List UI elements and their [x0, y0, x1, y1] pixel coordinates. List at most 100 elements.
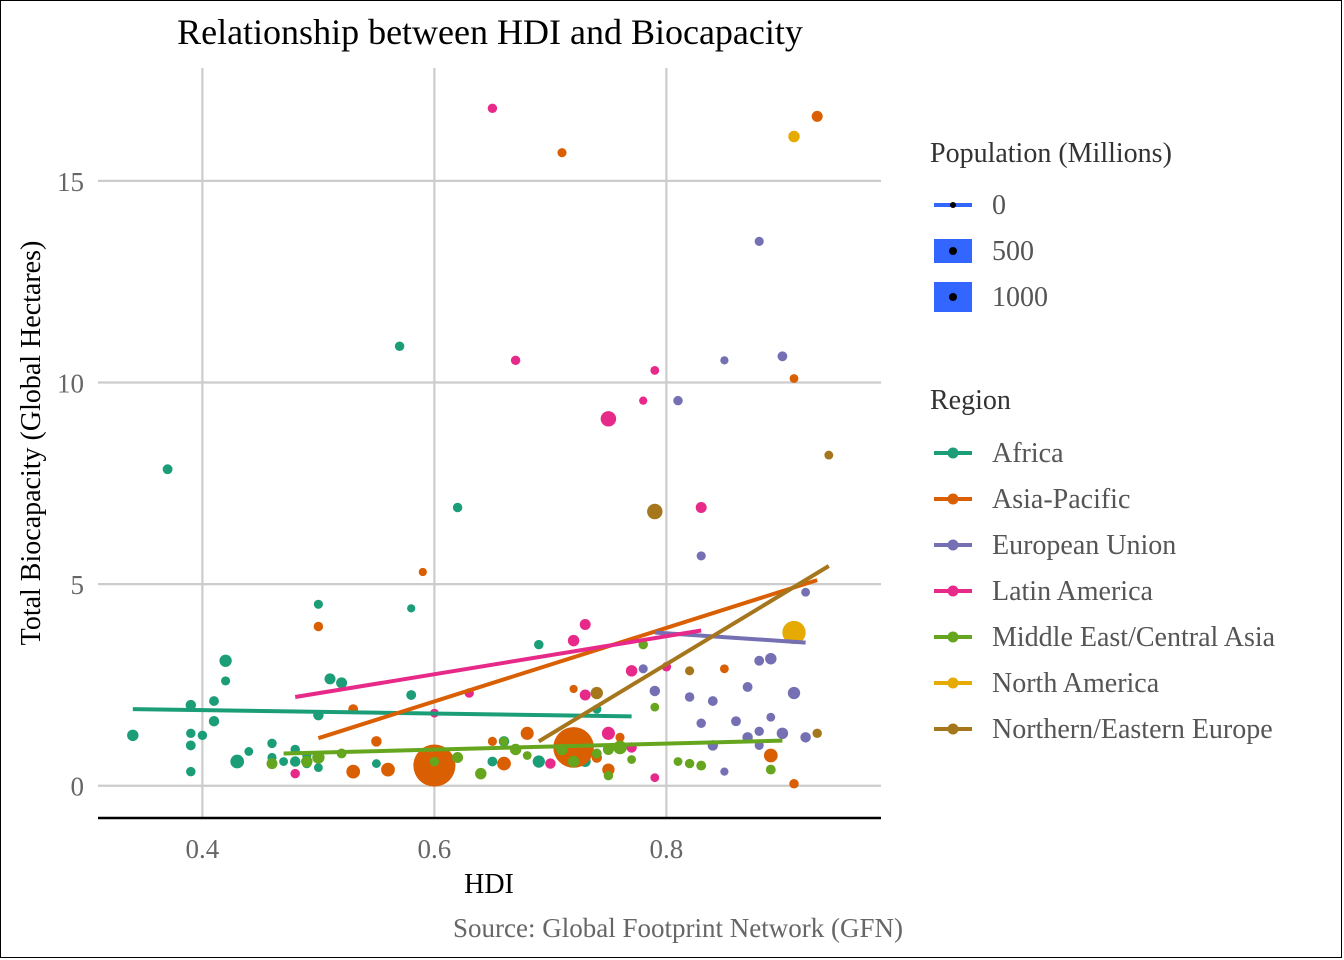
data-point — [695, 502, 707, 514]
trend-line — [132, 707, 632, 719]
caption: Source: Global Footprint Network (GFN) — [453, 913, 903, 943]
data-point — [684, 758, 695, 769]
data-point — [522, 751, 532, 760]
data-point — [789, 778, 799, 789]
data-point — [301, 755, 313, 768]
data-point — [221, 676, 231, 686]
data-point — [649, 685, 661, 697]
trend-line — [317, 578, 818, 741]
data-point — [696, 718, 706, 728]
size-legend-label: 500 — [992, 236, 1034, 267]
x-tick-label: 0.4 — [186, 834, 220, 864]
data-point — [208, 715, 220, 727]
trend-line — [537, 564, 830, 744]
data-point — [696, 760, 707, 771]
x-tick-label: 0.6 — [418, 834, 452, 864]
data-point — [615, 732, 625, 742]
region-legend-label: European Union — [992, 530, 1176, 561]
size-legend-dot — [950, 202, 956, 208]
data-point — [600, 411, 617, 427]
y-tick-label: 10 — [57, 369, 84, 399]
region-legend-dot — [947, 539, 959, 551]
data-point — [613, 740, 627, 755]
region-legend-title: Region — [930, 385, 1011, 416]
data-point — [452, 502, 463, 513]
data-point — [346, 764, 361, 779]
data-point — [279, 757, 289, 766]
data-point — [782, 620, 806, 645]
region-legend-dot — [947, 631, 959, 643]
data-point — [650, 702, 660, 712]
data-point — [763, 748, 778, 763]
region-legend-keys — [934, 447, 972, 735]
data-point — [313, 621, 324, 632]
region-legend-dot — [947, 493, 959, 505]
data-point — [765, 764, 776, 775]
data-point — [557, 148, 567, 158]
data-point — [407, 604, 416, 613]
data-point — [534, 639, 544, 650]
region-legend-label: Africa — [992, 438, 1064, 469]
data-point — [290, 768, 300, 779]
data-point — [185, 740, 196, 751]
size-legend-dot — [949, 247, 957, 255]
data-point — [766, 712, 776, 722]
data-point — [579, 689, 591, 701]
region-legend-label: Middle East/Central Asia — [992, 622, 1276, 653]
data-point — [371, 736, 382, 747]
region-legend-label: Latin America — [992, 576, 1154, 607]
size-legend: Population (Millions) 0 500 1000 — [930, 138, 1172, 313]
data-point — [244, 747, 254, 756]
data-point — [197, 730, 208, 741]
size-legend-title: Population (Millions) — [930, 138, 1172, 169]
data-point — [801, 587, 811, 597]
data-point — [186, 766, 196, 777]
data-point — [209, 696, 219, 707]
size-legend-label: 0 — [992, 190, 1006, 221]
data-point — [625, 665, 638, 677]
data-point — [313, 599, 323, 609]
data-point — [406, 690, 417, 700]
data-point — [579, 618, 591, 630]
data-point — [487, 736, 497, 746]
region-legend-label: North America — [992, 668, 1160, 699]
data-point — [601, 726, 615, 740]
chart-title: Relationship between HDI and Biocapacity — [177, 12, 803, 52]
data-point — [685, 666, 695, 676]
data-point — [324, 673, 336, 685]
size-legend-keys — [934, 202, 972, 312]
data-point — [650, 773, 660, 783]
grid-lines — [98, 68, 881, 818]
data-point — [567, 755, 580, 768]
scatter-points — [127, 103, 834, 789]
y-tick-label: 0 — [71, 772, 85, 802]
data-point — [754, 655, 765, 666]
x-tick-labels: 0.4 0.6 0.8 — [186, 834, 684, 864]
data-point — [731, 716, 741, 727]
data-point — [429, 756, 440, 767]
data-point — [787, 686, 801, 700]
data-point — [186, 728, 196, 739]
y-tick-label: 15 — [57, 167, 84, 197]
trend-lines — [132, 564, 830, 756]
trend-line — [294, 628, 702, 700]
data-point — [754, 726, 764, 737]
data-point — [800, 732, 811, 743]
data-point — [289, 756, 301, 767]
data-point — [720, 356, 729, 365]
size-legend-dot — [949, 293, 957, 301]
data-point — [776, 727, 789, 740]
data-point — [487, 756, 498, 767]
trend-line — [283, 738, 783, 756]
data-point — [719, 664, 729, 674]
data-point — [127, 729, 139, 742]
data-point — [532, 755, 545, 768]
data-point — [777, 351, 788, 362]
y-tick-label: 5 — [71, 570, 85, 600]
data-point — [569, 684, 578, 694]
data-point — [452, 752, 464, 764]
region-legend-dot — [947, 723, 959, 735]
data-point — [162, 464, 173, 475]
data-point — [696, 551, 706, 561]
